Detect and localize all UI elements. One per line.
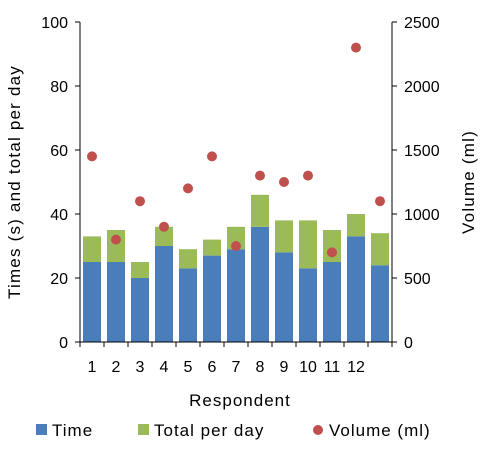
- bar-time-12: [347, 236, 365, 342]
- bar-total-per-day-13: [371, 233, 389, 266]
- x-tick-label: 2: [112, 359, 121, 376]
- x-tick-label: 1: [88, 359, 97, 376]
- point-layer: [87, 42, 385, 258]
- bar-time-1: [83, 262, 101, 342]
- bar-time-4: [155, 246, 173, 342]
- y2-tick-label: 2000: [404, 79, 440, 96]
- y-tick-label: 80: [50, 79, 68, 96]
- bar-time-2: [107, 262, 125, 342]
- y-axis-title: Times (s) and total per day: [5, 65, 24, 299]
- bar-total-per-day-8: [251, 194, 269, 227]
- y-tick-label: 100: [41, 15, 68, 32]
- bar-time-10: [299, 268, 317, 342]
- bar-time-9: [275, 252, 293, 342]
- y2-tick-label: 0: [404, 335, 413, 352]
- x-tick-label: 4: [160, 359, 169, 376]
- bar-total-per-day-12: [347, 214, 365, 237]
- legend-swatch-volume: [313, 425, 323, 435]
- x-tick-label: 6: [208, 359, 217, 376]
- x-tick-label: 11: [324, 359, 341, 376]
- bar-total-per-day-6: [203, 239, 221, 256]
- point-volume-7: [231, 241, 241, 251]
- x-axis-title: Respondent: [189, 391, 291, 410]
- y2-axis-title: Volume (ml): [459, 130, 478, 234]
- bar-time-6: [203, 255, 221, 342]
- x-tick-label: 8: [256, 359, 265, 376]
- legend-label-time: Time: [52, 421, 93, 440]
- x-tick-label: 3: [136, 359, 145, 376]
- bar-total-per-day-3: [131, 262, 149, 278]
- point-volume-4: [159, 221, 169, 232]
- bar-time-8: [251, 226, 269, 342]
- legend-label-total-per-day: Total per day: [154, 421, 264, 440]
- point-volume-10: [303, 170, 313, 181]
- y-tick-label: 20: [50, 271, 68, 288]
- bar-total-per-day-4: [155, 226, 173, 246]
- point-volume-13: [375, 196, 385, 207]
- legend: Time Total per day Volume (ml): [36, 421, 431, 440]
- bar-time-5: [179, 268, 197, 342]
- bar-time-3: [131, 278, 149, 342]
- y2-tick-label: 1500: [404, 143, 440, 160]
- bar-total-per-day-1: [83, 236, 101, 262]
- bar-time-11: [323, 262, 341, 342]
- point-volume-5: [183, 183, 193, 194]
- y2-tick-label: 1000: [404, 207, 440, 224]
- point-volume-6: [207, 151, 217, 162]
- y2-tick-label: 2500: [404, 15, 440, 32]
- bar-total-per-day-10: [299, 220, 317, 269]
- x-tick-label: 5: [184, 359, 193, 376]
- point-volume-8: [255, 170, 265, 181]
- point-volume-3: [135, 196, 145, 207]
- legend-swatch-time: [36, 424, 47, 435]
- axes: [75, 21, 397, 347]
- point-volume-9: [279, 177, 289, 187]
- point-volume-12: [351, 42, 361, 53]
- bar-time-13: [371, 265, 389, 342]
- y-tick-label: 40: [50, 207, 68, 224]
- point-volume-2: [111, 234, 121, 245]
- y-tick-label: 0: [59, 335, 68, 352]
- point-volume-11: [327, 247, 337, 258]
- bar-total-per-day-5: [179, 249, 197, 269]
- bar-total-per-day-7: [227, 226, 245, 250]
- bar-total-per-day-9: [275, 220, 293, 253]
- bar-layer: [83, 194, 389, 342]
- legend-label-volume: Volume (ml): [329, 421, 431, 440]
- point-volume-1: [87, 151, 97, 162]
- x-tick-label: 12: [347, 359, 365, 376]
- x-tick-label: 10: [299, 359, 317, 376]
- y2-tick-label: 500: [404, 271, 431, 288]
- x-tick-label: 9: [280, 359, 289, 376]
- x-tick-label: 7: [232, 359, 241, 376]
- legend-swatch-total-per-day: [138, 424, 149, 435]
- y-tick-label: 60: [50, 143, 68, 160]
- bar-time-7: [227, 249, 245, 342]
